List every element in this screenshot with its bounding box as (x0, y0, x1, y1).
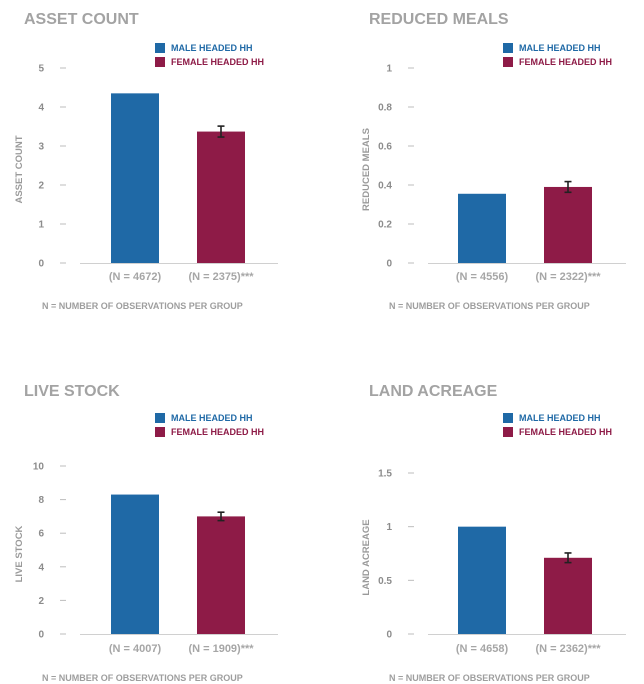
observations-note: N = NUMBER OF OBSERVATIONS PER GROUP (389, 301, 590, 311)
legend-label-male: MALE HEADED HH (519, 43, 601, 53)
legend-swatch-male (155, 413, 165, 423)
bar-female-headed-hh (544, 186, 592, 263)
y-axis-label: REDUCED MEALS (361, 128, 372, 211)
chart-legend: MALE HEADED HH FEMALE HEADED HH (503, 413, 612, 437)
y-axis-label: ASSET COUNT (14, 135, 25, 203)
legend-label-male: MALE HEADED HH (519, 413, 601, 423)
legend-label-male: MALE HEADED HH (171, 413, 253, 423)
chart-panel-1: ASSET COUNT ASSET COUNT 0 1 2 3 4 5 (N = 4672) (N… (14, 11, 278, 311)
y-tick-label: 2 (38, 181, 44, 192)
bar-male-headed-hh (458, 526, 506, 634)
y-tick-label: 0.8 (378, 103, 392, 114)
chart-panel-3: LIVE STOCK LIVE STOCK 0 2 4 6 8 10 (N = 4007) (N … (14, 383, 278, 683)
legend-label-female: FEMALE HEADED HH (519, 427, 612, 437)
legend-label-female: FEMALE HEADED HH (171, 427, 264, 437)
legend-label-male: MALE HEADED HH (171, 43, 253, 53)
legend-label-female: FEMALE HEADED HH (519, 57, 612, 67)
y-tick-label: 3 (38, 142, 44, 153)
bar-female-headed-hh (544, 557, 592, 634)
y-tick-label: 0 (386, 259, 392, 270)
legend-swatch-female (155, 427, 165, 437)
y-tick-label: 5 (38, 64, 44, 75)
y-tick-label: 8 (38, 495, 44, 506)
bar-female-headed-hh (197, 131, 245, 263)
y-tick-label: 6 (38, 529, 44, 540)
chart-panel-4: LAND ACREAGE LAND ACREAGE 0 0.5 1 1.5 (N = 465… (361, 383, 626, 683)
x-category-label: (N = 1909)*** (188, 643, 254, 655)
legend-swatch-male (155, 43, 165, 53)
x-category-label: (N = 4007) (109, 643, 162, 655)
y-tick-label: 0.2 (378, 220, 392, 231)
legend-swatch-female (503, 57, 513, 67)
y-tick-label: 1 (38, 220, 44, 231)
legend-swatch-female (155, 57, 165, 67)
error-bar (217, 125, 225, 138)
x-category-label: (N = 4672) (109, 271, 162, 283)
legend-swatch-male (503, 413, 513, 423)
bar-female-headed-hh (197, 516, 245, 634)
y-tick-label: 0.6 (378, 142, 392, 153)
error-bar (564, 180, 572, 194)
chart-panel-2: REDUCED MEALS REDUCED MEALS 0 0.2 0.4 0.6 0.8 1… (361, 11, 626, 311)
y-tick-label: 0 (38, 630, 44, 641)
y-tick-label: 0.4 (378, 181, 392, 192)
x-category-label: (N = 2322)*** (535, 271, 601, 283)
bar-male-headed-hh (111, 494, 159, 634)
chart-title: LAND ACREAGE (369, 383, 498, 400)
chart-legend: MALE HEADED HH FEMALE HEADED HH (155, 43, 264, 67)
y-tick-label: 0 (38, 259, 44, 270)
error-bar (564, 552, 572, 564)
x-category-label: (N = 4556) (456, 271, 509, 283)
y-tick-label: 4 (38, 562, 44, 573)
bar-male-headed-hh (458, 193, 506, 263)
observations-note: N = NUMBER OF OBSERVATIONS PER GROUP (42, 301, 243, 311)
x-category-label: (N = 2375)*** (188, 271, 254, 283)
y-tick-label: 1.5 (378, 469, 392, 480)
chart-legend: MALE HEADED HH FEMALE HEADED HH (155, 413, 264, 437)
legend-swatch-male (503, 43, 513, 53)
y-axis-label: LAND ACREAGE (361, 519, 372, 595)
observations-note: N = NUMBER OF OBSERVATIONS PER GROUP (42, 673, 243, 683)
x-category-label: (N = 2362)*** (535, 643, 601, 655)
y-tick-label: 1 (386, 64, 392, 75)
chart-title: REDUCED MEALS (369, 11, 509, 28)
y-tick-label: 10 (33, 462, 45, 473)
bar-male-headed-hh (111, 93, 159, 263)
y-tick-label: 0 (386, 630, 392, 641)
observations-note: N = NUMBER OF OBSERVATIONS PER GROUP (389, 673, 590, 683)
chart-title: ASSET COUNT (24, 11, 139, 28)
legend-label-female: FEMALE HEADED HH (171, 57, 264, 67)
chart-legend: MALE HEADED HH FEMALE HEADED HH (503, 43, 612, 67)
chart-title: LIVE STOCK (24, 383, 120, 400)
error-bar (217, 511, 225, 522)
legend-swatch-female (503, 427, 513, 437)
x-category-label: (N = 4658) (456, 643, 509, 655)
y-tick-label: 0.5 (378, 576, 392, 587)
y-tick-label: 2 (38, 596, 44, 607)
y-axis-label: LIVE STOCK (14, 525, 25, 582)
y-tick-label: 4 (38, 103, 44, 114)
y-tick-label: 1 (386, 522, 392, 533)
